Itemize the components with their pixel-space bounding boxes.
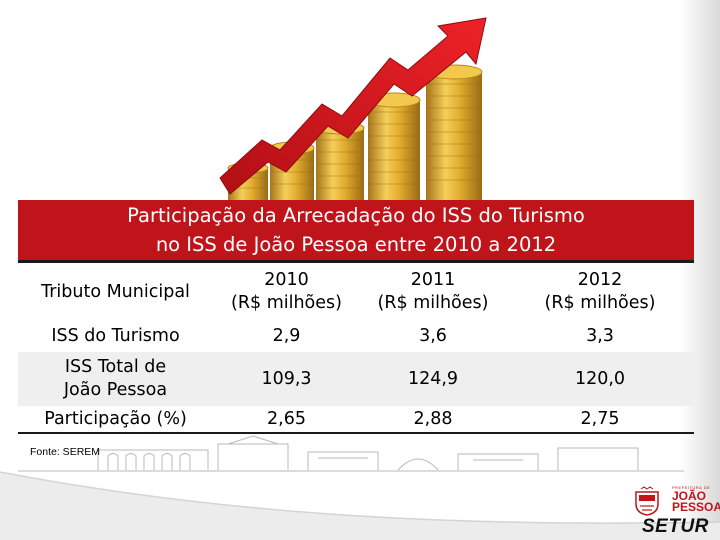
header-2012: 2012 (R$ milhões) [544, 270, 656, 313]
header-2011: 2011 (R$ milhões) [377, 270, 489, 313]
source-note: Fonte: SEREM [30, 446, 101, 458]
setur-logo-text: SETUR [642, 516, 709, 537]
logo-city-line-1: JOÃO [672, 489, 707, 503]
table-header-row: Tributo Municipal 2010 (R$ milhões) 2011… [18, 263, 694, 321]
cell-value: 109,3 [213, 352, 360, 406]
prefeitura-logo: PREFEITURA DE JOÃO PESSOA SETUR [628, 482, 720, 538]
row-label: ISS Total de João Pessoa [18, 352, 213, 406]
bottom-swoosh-decoration [0, 471, 720, 540]
cell-value: 2,9 [272, 326, 301, 346]
cell-value: 2,75 [506, 406, 694, 434]
table-row: ISS do Turismo 2,9 3,6 3,3 [18, 321, 694, 352]
coins-growth-illustration [219, 17, 487, 200]
city-sketch-decoration [18, 435, 684, 472]
cell-value: 2,88 [360, 406, 506, 434]
iss-data-table: Tributo Municipal 2010 (R$ milhões) 2011… [18, 263, 694, 434]
rising-arrow-icon [219, 17, 487, 195]
cell-value: 2,65 [213, 406, 360, 434]
cell-value: 3,6 [419, 326, 447, 346]
right-edge-shading [680, 0, 720, 540]
logo-prefeitura-text: PREFEITURA DE [672, 485, 711, 490]
title-line-2: no ISS de João Pessoa entre 2010 a 2012 [155, 233, 557, 256]
cell-value: 120,0 [506, 352, 694, 406]
header-2010: 2010 (R$ milhões) [231, 270, 342, 313]
table-row: ISS Total de João Pessoa 109,3 124,9 120… [18, 352, 694, 406]
row-label: Participação (%) [18, 406, 213, 434]
cell-value: 3,3 [586, 326, 614, 346]
row-label: ISS do Turismo [51, 326, 180, 346]
header-tributo: Tributo Municipal [41, 281, 190, 302]
title-line-1: Participação da Arrecadação do ISS do Tu… [127, 204, 585, 227]
title-banner: Participação da Arrecadação do ISS do Tu… [18, 200, 694, 263]
logo-city-line-2: PESSOA [672, 500, 720, 514]
table-row: Participação (%) 2,65 2,88 2,75 [18, 406, 694, 434]
cell-value: 124,9 [360, 352, 506, 406]
city-seal-icon [635, 486, 659, 516]
